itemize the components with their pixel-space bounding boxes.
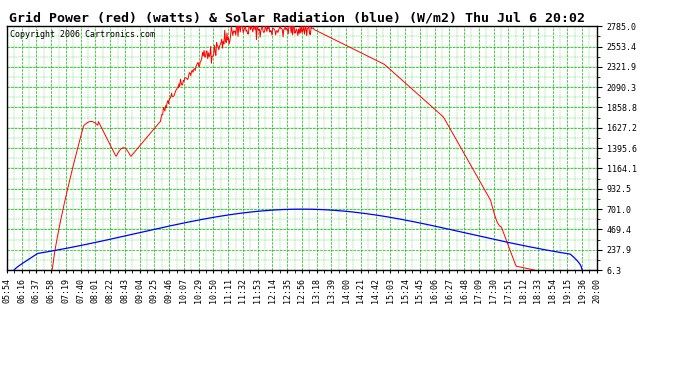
Text: Copyright 2006 Cartronics.com: Copyright 2006 Cartronics.com bbox=[10, 30, 155, 39]
Text: Grid Power (red) (watts) & Solar Radiation (blue) (W/m2) Thu Jul 6 20:02: Grid Power (red) (watts) & Solar Radiati… bbox=[9, 11, 584, 24]
